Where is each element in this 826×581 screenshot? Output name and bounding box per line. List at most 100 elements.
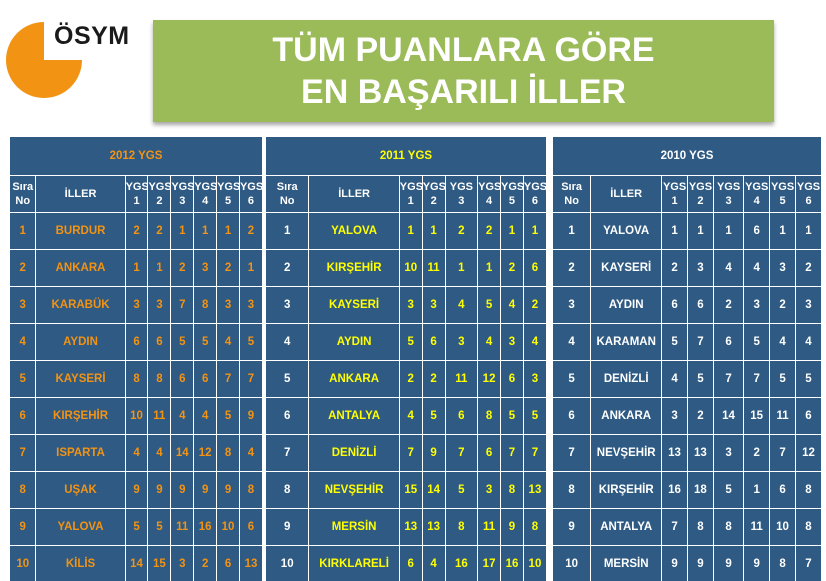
score-cell: 4 — [500, 286, 524, 324]
ygs-header-line: 3 — [458, 195, 465, 207]
score-cell: 8 — [795, 471, 822, 509]
score-cell: 12 — [193, 434, 218, 472]
score-cell: 9 — [238, 397, 263, 435]
score-cell: 3 — [238, 286, 263, 324]
score-cell: 13 — [421, 508, 446, 546]
ygs-header-line: 4 — [486, 195, 493, 207]
score-cell: 16 — [661, 471, 688, 509]
table-row: 4 AYDIN 5 6 3 4 3 4 — [265, 323, 547, 361]
rank-cell: 3 — [552, 286, 592, 324]
score-cell: 16 — [500, 545, 524, 581]
score-cell: 6 — [712, 323, 745, 361]
score-cell: 1 — [500, 212, 524, 250]
ygs-header-line: 5 — [779, 195, 786, 207]
city-cell: KIRŞEHİR — [590, 471, 663, 509]
score-cell: 2 — [216, 249, 240, 287]
score-cell: 1 — [712, 212, 745, 250]
rank-header-line: Sıra — [561, 181, 583, 193]
ygs-header-line: 5 — [224, 195, 232, 207]
table-row: 4 KARAMAN 5 7 6 5 4 4 — [552, 323, 822, 361]
rank-cell: 4 — [9, 323, 37, 361]
table-row: 3 KARABÜK 3 3 7 8 3 3 — [9, 286, 263, 324]
city-cell: KIRŞEHİR — [35, 397, 126, 435]
city-cell: AYDIN — [590, 286, 663, 324]
score-cell: 10 — [522, 545, 547, 581]
rank-cell: 10 — [9, 545, 37, 581]
score-cell: 14 — [712, 397, 745, 435]
score-cell: 10 — [769, 508, 796, 546]
score-cell: 1 — [398, 212, 423, 250]
score-cell: 3 — [170, 545, 195, 581]
ygs-header-line: YGS — [422, 181, 446, 193]
year-row: 2010 YGS — [552, 136, 822, 176]
table-row: 2 KAYSERİ 2 3 4 4 3 2 — [552, 249, 822, 287]
score-cell: 5 — [124, 508, 149, 546]
score-cell: 4 — [193, 397, 218, 435]
table-row: 2 KIRŞEHİR 10 11 1 1 2 6 — [265, 249, 547, 287]
ygs-header-line: 4 — [202, 195, 209, 207]
rank-cell: 6 — [265, 397, 310, 435]
score-cell: 3 — [522, 360, 547, 398]
score-cell: 4 — [216, 323, 240, 361]
score-cell: 8 — [238, 471, 263, 509]
ygs-3-header: YGS 3 — [170, 175, 195, 213]
rank-cell: 8 — [9, 471, 37, 509]
score-cell: 6 — [743, 212, 771, 250]
ygs-header-line: 1 — [133, 195, 140, 207]
rank-cell: 2 — [265, 249, 310, 287]
score-cell: 14 — [124, 545, 149, 581]
column-header-row: Sıra No İLLER YGS 1 YGS 2 YGS 3 YGS 4 YGS 5 YGS 6 — [9, 175, 263, 213]
score-cell: 7 — [522, 434, 547, 472]
score-cell: 10 — [398, 249, 423, 287]
score-cell: 6 — [124, 323, 149, 361]
ygs-header-line: 6 — [247, 195, 255, 207]
score-cell: 1 — [661, 212, 688, 250]
score-cell: 13 — [238, 545, 263, 581]
score-cell: 18 — [687, 471, 714, 509]
rank-cell: 6 — [9, 397, 37, 435]
ygs-4-header: YGS 4 — [743, 175, 771, 213]
score-cell: 6 — [444, 397, 479, 435]
rank-cell: 9 — [265, 508, 310, 546]
score-cell: 11 — [444, 360, 479, 398]
score-cell: 2 — [795, 249, 822, 287]
ygs-header-line: YGS — [478, 181, 501, 193]
ygs-2-header: YGS 2 — [421, 175, 446, 213]
rank-cell: 3 — [9, 286, 37, 324]
banner-line-2: EN BAŞARILI İLLER — [301, 73, 626, 111]
ygs-2-header: YGS 2 — [687, 175, 714, 213]
score-cell: 6 — [661, 286, 688, 324]
ygs-5-header: YGS 5 — [216, 175, 240, 213]
score-cell: 3 — [500, 323, 524, 361]
ygs-header-line: YGS — [399, 181, 423, 193]
rank-cell: 4 — [265, 323, 310, 361]
score-cell: 5 — [661, 323, 688, 361]
city-cell: KIRŞEHİR — [308, 249, 400, 287]
score-cell: 12 — [477, 360, 502, 398]
logo-notch — [44, 22, 82, 60]
score-cell: 2 — [421, 360, 446, 398]
table-row: 6 KIRŞEHİR 10 11 4 4 5 9 — [9, 397, 263, 435]
score-cell: 5 — [687, 360, 714, 398]
table-row: 5 DENİZLİ 4 5 7 7 5 5 — [552, 360, 822, 398]
score-cell: 7 — [216, 360, 240, 398]
city-header: İLLER — [35, 175, 126, 213]
table-row: 7 DENİZLİ 7 9 7 6 7 7 — [265, 434, 547, 472]
rank-cell: 8 — [265, 471, 310, 509]
ygs-1-header: YGS 1 — [661, 175, 688, 213]
score-cell: 4 — [769, 323, 796, 361]
table-row: 9 YALOVA 5 5 11 16 10 6 — [9, 508, 263, 546]
score-cell: 9 — [193, 471, 218, 509]
score-cell: 7 — [444, 434, 479, 472]
score-cell: 4 — [124, 434, 149, 472]
score-cell: 6 — [477, 434, 502, 472]
score-cell: 4 — [170, 397, 195, 435]
table-row: 10 KİLİS 14 15 3 2 6 13 — [9, 545, 263, 581]
score-cell: 14 — [421, 471, 446, 509]
table-row: 1 YALOVA 1 1 2 2 1 1 — [265, 212, 547, 250]
ygs-header-line: 3 — [179, 195, 186, 207]
city-cell: NEVŞEHİR — [590, 434, 663, 472]
ygs-6-header: YGS 6 — [238, 175, 263, 213]
rank-cell: 5 — [265, 360, 310, 398]
ygs-4-header: YGS 4 — [477, 175, 502, 213]
